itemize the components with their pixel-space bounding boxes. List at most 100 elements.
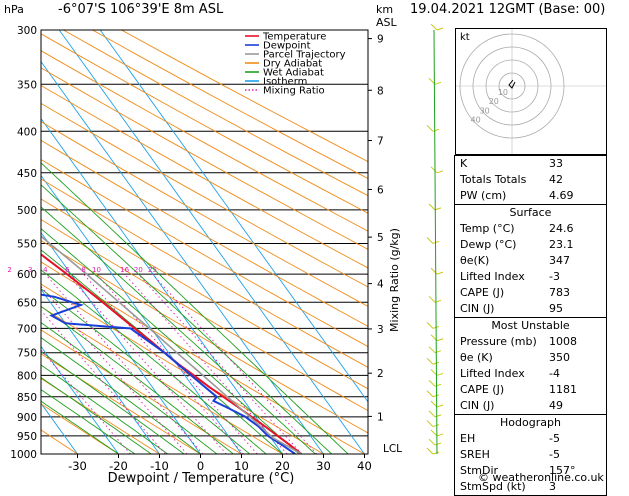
temperature-tick-label: 30 (316, 459, 331, 473)
pressure-tick-label: 550 (17, 238, 37, 250)
height-tick-label: 1 (377, 411, 384, 423)
credit-text: © weatheronline.co.uk (478, 471, 604, 484)
pressure-tick-label: 800 (17, 370, 37, 382)
mixing-ratio-label: 2 (7, 266, 11, 274)
mixing-ratio-line (125, 274, 288, 454)
wind-barb (427, 358, 433, 364)
mixing-ratio-label: 20 (134, 266, 143, 274)
mixing-ratio-label: 25 (148, 266, 157, 274)
height-tick-label: 4 (377, 279, 384, 291)
wind-barb (427, 125, 433, 131)
height-tick-label: 8 (377, 85, 384, 97)
pressure-tick-label: 350 (17, 79, 37, 91)
wind-barb (435, 384, 441, 386)
pressure-tick-label: 900 (17, 412, 37, 424)
wind-barb (431, 24, 437, 30)
wind-barb (437, 28, 443, 30)
wind-barb (435, 82, 441, 84)
wind-barb (437, 171, 443, 173)
mixing-ratio-label: 8 (81, 266, 85, 274)
height-tick-label: 7 (377, 136, 384, 148)
wind-barb (431, 167, 437, 173)
hodograph-section-title: Hodograph (455, 415, 606, 431)
most-unstable-row: CIN (J)49 (455, 398, 606, 414)
pressure-tick-label: 850 (17, 392, 37, 404)
hodograph-row: EH-5 (455, 431, 606, 447)
hodograph-ring-label: 10 (498, 88, 508, 97)
wind-barb (437, 272, 443, 274)
lcl-label: LCL (383, 443, 402, 455)
wind-barb (431, 430, 437, 436)
dry-adiabat-line (0, 30, 406, 454)
mixing-ratio-label: 6 (65, 266, 70, 274)
temperature-tick-label: 40 (357, 459, 372, 473)
height-tick-label: 2 (377, 368, 384, 380)
mixing-ratio-label: 10 (92, 266, 101, 274)
wind-barb (429, 296, 435, 302)
pressure-tick-label: 400 (17, 126, 37, 138)
wind-barb (429, 204, 435, 210)
pressure-tick-label: 300 (17, 25, 37, 37)
surface-row: CAPE (J)783 (455, 285, 606, 301)
pressure-tick-label: 450 (17, 168, 37, 180)
temperature-profile (0, 30, 301, 454)
wind-barb (427, 391, 433, 397)
wind-barb (427, 322, 433, 328)
wind-barb (433, 425, 439, 427)
wind-barb (435, 208, 441, 210)
surface-row: CIN (J)95 (455, 301, 606, 317)
wind-barb (435, 415, 441, 417)
dry-adiabat-line (0, 30, 78, 454)
x-axis-label: Dewpoint / Temperature (°C) (108, 471, 295, 486)
pressure-tick-label: 750 (17, 348, 37, 360)
wind-barb (437, 373, 443, 375)
most-unstable-row: θe (K)350 (455, 350, 606, 366)
hodograph-unit-label: kt (460, 32, 470, 43)
most-unstable-section-title: Most Unstable (455, 318, 606, 334)
wind-barb (429, 439, 435, 445)
height-tick-label: 5 (377, 232, 384, 244)
wind-barb (427, 421, 433, 427)
wind-barb (431, 401, 437, 407)
temperature-tick-label: -30 (68, 459, 87, 473)
most-unstable-row: CAPE (J)1181 (455, 382, 606, 398)
most-unstable-row: Pressure (mb)1008 (455, 334, 606, 350)
parcel-trajectory-profile (0, 30, 301, 454)
index-row-pw: PW (cm)4.69 (455, 188, 606, 204)
wind-barb (437, 405, 443, 407)
mixing-ratio-label: 16 (120, 266, 129, 274)
mixing-ratio-label: 4 (43, 266, 48, 274)
surface-row: Dewp (°C)23.1 (455, 237, 606, 253)
hodograph-ring-label: 40 (471, 115, 481, 124)
pressure-tick-label: 650 (17, 297, 37, 309)
wind-barb (435, 443, 441, 445)
isotherm-line (0, 30, 78, 454)
wind-barb (433, 395, 439, 397)
height-tick-label: 9 (377, 34, 384, 46)
pressure-tick-label: 500 (17, 205, 37, 217)
surface-section-title: Surface (455, 205, 606, 221)
legend-entry: Mixing Ratio (263, 86, 325, 97)
hodograph-ring-label: 30 (480, 106, 490, 115)
wind-barb (437, 434, 443, 436)
wind-barbs (427, 24, 443, 454)
height-tick-label: 3 (377, 324, 384, 336)
hodograph-row: SREH-5 (455, 447, 606, 463)
wind-barb (433, 452, 439, 454)
wind-barb (437, 339, 443, 341)
mixing-ratio-axis-label: Mixing Ratio (g/kg) (388, 228, 401, 332)
wind-barb (429, 347, 435, 353)
most-unstable-row: Lifted Index-4 (455, 366, 606, 382)
hodograph-ring-label: 20 (489, 97, 499, 106)
wind-barb (433, 129, 439, 131)
wind-barb (429, 411, 435, 417)
surface-row: Lifted Index-3 (455, 269, 606, 285)
pressure-tick-label: 1000 (10, 449, 37, 461)
wind-barb (429, 380, 435, 386)
pressure-tick-label: 700 (17, 323, 37, 335)
surface-row: θe(K)347 (455, 253, 606, 269)
